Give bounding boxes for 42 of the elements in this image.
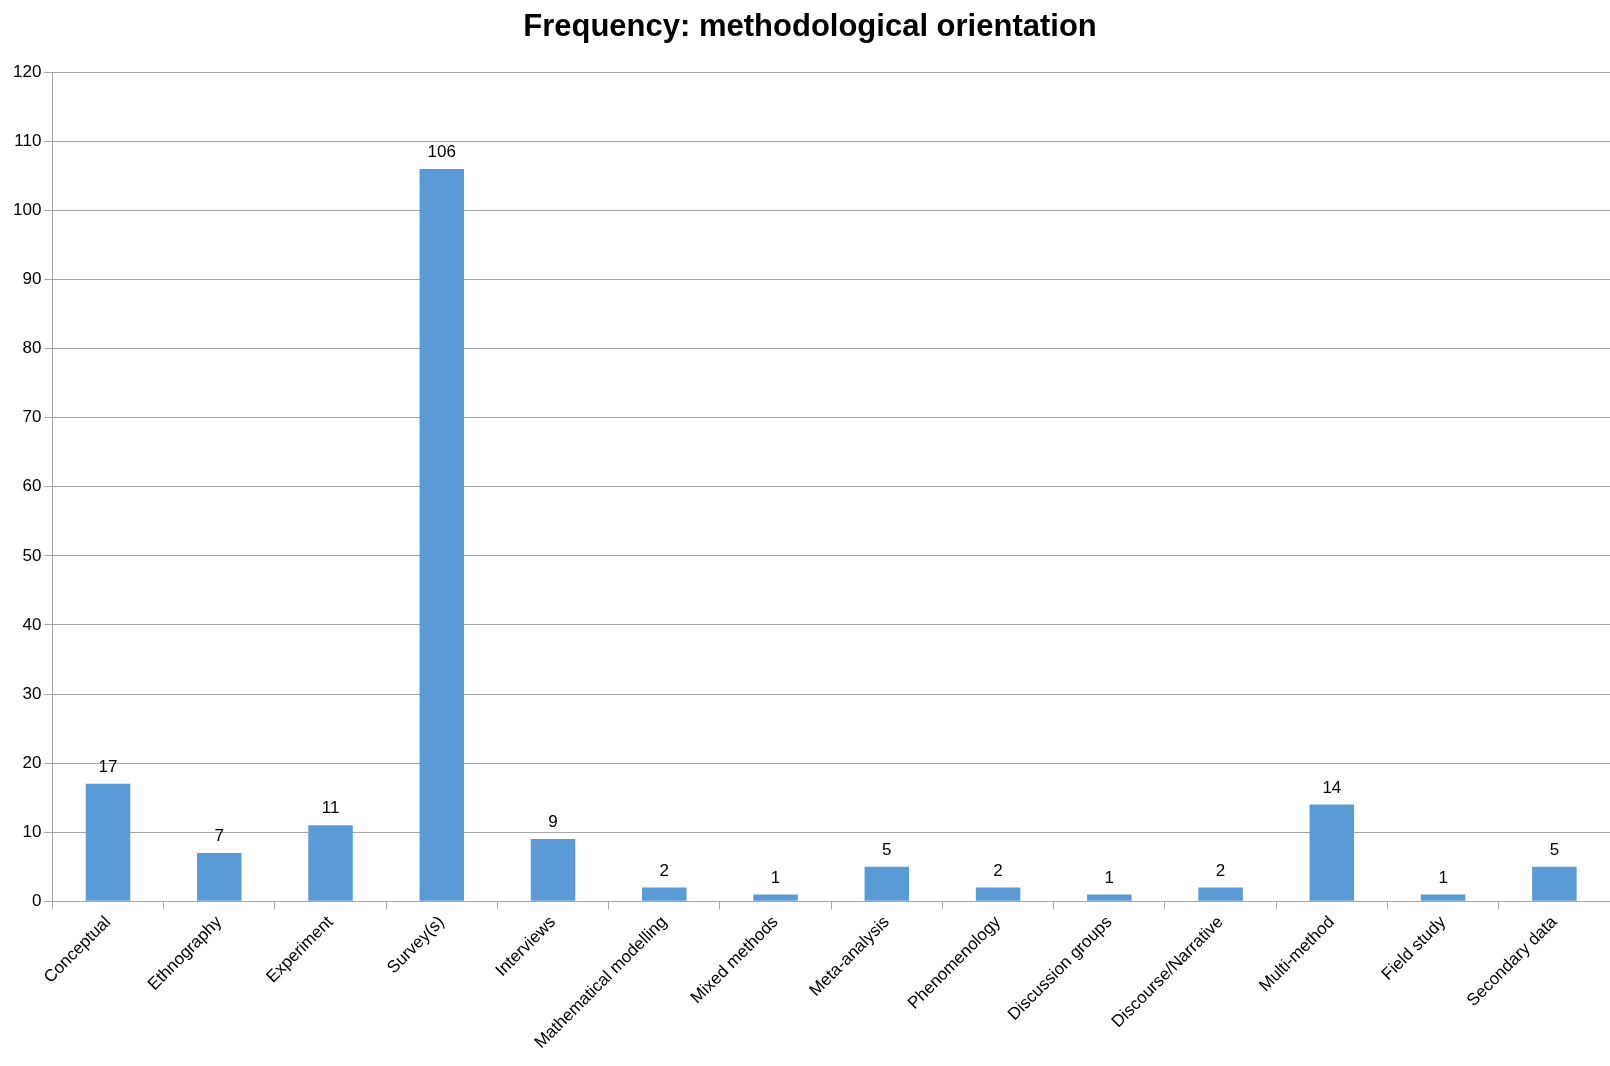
- bar: [1087, 894, 1132, 901]
- data-label: 5: [1549, 839, 1560, 859]
- y-tick-label: 0: [31, 890, 42, 910]
- data-label: 2: [993, 860, 1003, 880]
- data-label: 9: [548, 812, 558, 832]
- bar: [1198, 887, 1243, 901]
- y-tick-label: 40: [22, 614, 42, 634]
- data-label: 14: [1322, 777, 1342, 797]
- bar: [642, 887, 687, 901]
- bar: [419, 168, 465, 901]
- y-tick-label: 20: [22, 752, 42, 772]
- y-tick-label: 110: [14, 130, 42, 150]
- data-label: 2: [659, 860, 670, 880]
- bar: [975, 887, 1021, 901]
- y-tick-label: 100: [12, 200, 42, 220]
- y-tick-label: 30: [22, 683, 42, 703]
- bar: [1309, 804, 1355, 901]
- y-tick-label: 60: [22, 476, 42, 496]
- bar: [530, 839, 576, 901]
- data-label: 1: [1104, 867, 1115, 887]
- y-tick-label: 70: [22, 407, 42, 427]
- bar: [85, 783, 131, 901]
- data-label: 1: [1438, 867, 1448, 887]
- bar: [753, 894, 798, 901]
- bar: [308, 825, 353, 901]
- data-label: 2: [1215, 860, 1226, 880]
- data-label: 11: [321, 798, 340, 818]
- data-label: 1: [770, 867, 781, 887]
- data-label: 5: [882, 839, 892, 859]
- data-label: 106: [427, 142, 456, 162]
- bar: [197, 852, 242, 901]
- data-label: 7: [214, 826, 224, 846]
- y-tick-label: 120: [12, 61, 42, 81]
- y-tick-label: 10: [22, 821, 42, 841]
- y-tick-label: 80: [22, 338, 42, 358]
- bar: [1420, 894, 1466, 901]
- data-label: 17: [98, 757, 118, 777]
- bar: [864, 866, 910, 901]
- bar: [1532, 866, 1577, 901]
- y-tick-label: 50: [22, 545, 42, 565]
- y-tick-label: 90: [22, 269, 42, 289]
- chart-title: Frequency: methodological orientation: [523, 8, 1097, 44]
